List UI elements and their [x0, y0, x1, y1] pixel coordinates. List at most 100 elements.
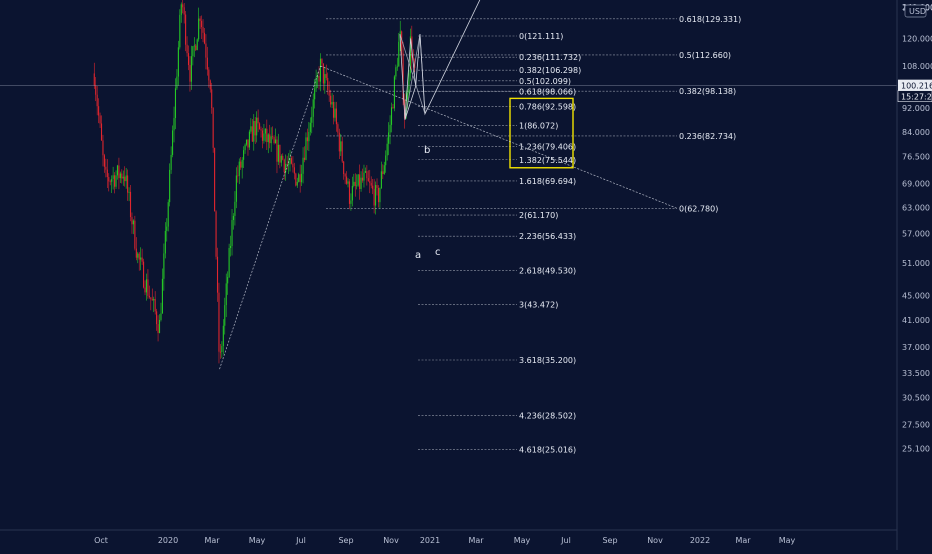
price-tick-label: 63.000: [902, 203, 930, 212]
candle-body: [274, 139, 277, 144]
candle-body: [237, 175, 239, 177]
candle-body: [99, 115, 101, 124]
fib-right-label: 0.5(112.660): [679, 51, 731, 60]
price-tick-label: 37.000: [902, 343, 930, 352]
time-tick-label: Mar: [204, 536, 220, 545]
fib-right-label: 0.382(98.138): [679, 87, 736, 96]
candle-body: [373, 188, 375, 206]
candle-body: [216, 256, 219, 293]
candle-body: [359, 174, 361, 189]
candle-body: [214, 147, 216, 212]
candle-body: [157, 324, 159, 333]
time-tick-label: May: [514, 536, 531, 545]
candle-body: [116, 165, 119, 176]
candle-body: [219, 351, 221, 353]
candle-body: [190, 56, 192, 82]
candle-body: [305, 137, 307, 160]
candle-body: [264, 128, 266, 134]
candle-body: [360, 177, 362, 189]
candle-body: [150, 297, 152, 300]
candle-body: [156, 311, 158, 325]
candle-body: [208, 69, 210, 81]
candle-body: [306, 137, 308, 142]
currency-badge[interactable]: USD: [904, 4, 927, 18]
price-tick-label: 45.000: [902, 292, 930, 301]
candle-body: [154, 298, 156, 312]
candle-body: [393, 76, 395, 109]
plot-area: 1(202.171)0.786(157.409)0.618(129.331)0.…: [0, 0, 897, 455]
fib-mid-label: 0.5(102.099): [519, 77, 571, 86]
candle-body: [143, 261, 145, 288]
candle-body: [401, 31, 403, 54]
candle-body: [406, 93, 409, 100]
candle-body: [327, 77, 329, 91]
time-axis[interactable]: Oct 2020 Mar May Jul Sep Nov 2021 Mar May Jul Sep No…: [0, 529, 897, 545]
candle-body: [144, 287, 146, 293]
price-tick-label: 92.000: [902, 104, 930, 113]
candle-body: [263, 133, 265, 141]
candle-body: [314, 88, 316, 100]
candle-body: [186, 44, 188, 54]
candle-body: [151, 299, 153, 301]
candle-body: [232, 215, 235, 221]
candle-body: [98, 106, 100, 116]
candle-body: [248, 131, 250, 148]
candle-body: [356, 185, 358, 187]
candle-body: [280, 155, 282, 163]
last-price-tag: 100.216 15:27:24: [897, 79, 932, 102]
fib-right-label: 0.236(82.734): [679, 132, 736, 141]
price-axis[interactable]: 240.000210.000190.000170.000150.000135.0…: [896, 0, 932, 550]
candle-body: [311, 116, 313, 123]
candle-body: [164, 230, 166, 254]
candle-body: [322, 63, 324, 84]
candle-body: [108, 177, 110, 182]
candle-body: [382, 171, 384, 175]
time-tick-label: Mar: [735, 536, 751, 545]
time-tick-label: Mar: [468, 536, 484, 545]
candle-body: [158, 319, 161, 333]
time-tick-label: 2021: [420, 536, 440, 545]
candle-body: [256, 117, 258, 136]
candle-body: [379, 188, 381, 203]
candle-body: [259, 123, 261, 130]
candle-body: [338, 132, 340, 152]
candle-body: [95, 85, 97, 95]
candle-body: [332, 102, 335, 118]
candle-body: [140, 257, 142, 260]
candle-body: [243, 150, 245, 160]
candle-body: [298, 174, 300, 182]
candle-body: [231, 220, 233, 247]
candle-body: [176, 76, 178, 89]
fib-ext-label: 2.618(49.530): [519, 266, 576, 275]
candle-body: [227, 277, 229, 284]
time-tick-label: Oct: [94, 536, 108, 545]
candle-body: [148, 295, 150, 298]
candle-body: [353, 181, 355, 186]
candle-body: [408, 73, 410, 94]
candle-body: [364, 171, 366, 173]
candle-body: [106, 169, 108, 178]
fib-right-label: 0.618(129.331): [679, 15, 741, 24]
price-tick-label: 33.500: [902, 369, 930, 378]
candle-body: [141, 257, 143, 262]
candle-body: [203, 32, 206, 44]
candle-body: [273, 137, 275, 144]
candle-body: [122, 176, 124, 179]
fib-mid-label: 0.236(111.732): [519, 53, 581, 62]
candle-body: [250, 126, 252, 132]
candle-body: [102, 140, 104, 156]
fib-ext-label: 4.618(25.016): [519, 446, 576, 455]
trend-line-up: [219, 65, 321, 370]
candle-body: [137, 253, 139, 258]
candle-body: [351, 185, 353, 201]
candle-body: [380, 171, 382, 189]
candle-body: [350, 200, 352, 204]
candle-body: [386, 143, 388, 156]
candle-body: [341, 141, 343, 162]
candle-body: [127, 175, 129, 193]
candle-body: [318, 76, 320, 82]
fib-ext-label: 1.382(75.544): [519, 156, 576, 165]
candle-body: [301, 173, 303, 183]
candle-body: [361, 177, 364, 181]
